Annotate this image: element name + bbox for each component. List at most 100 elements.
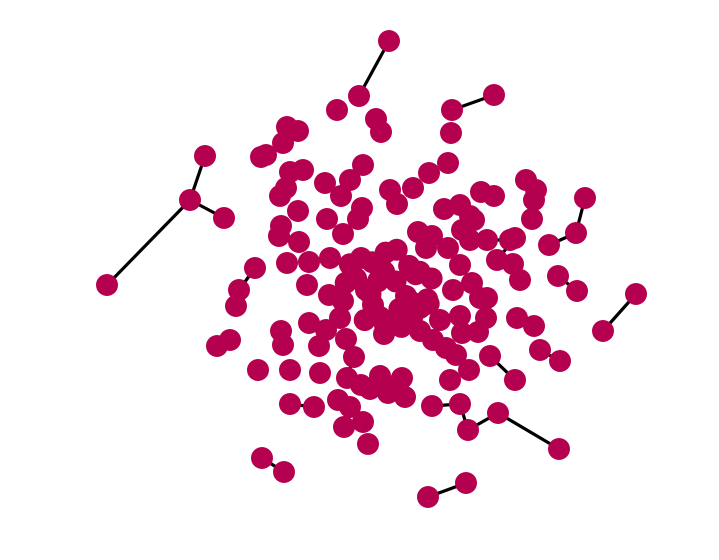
graph-node [499,229,521,251]
graph-node [451,322,473,344]
graph-node [269,185,291,207]
graph-node [357,433,379,455]
graph-node [461,272,483,294]
graph-node [206,335,228,357]
graph-node [441,99,463,121]
graph-node [316,208,338,230]
graph-node [303,396,325,418]
graph-node [486,249,508,271]
graph-node [417,292,440,315]
graph-node [298,312,320,334]
graph-node [279,359,301,381]
graph-node [566,280,588,302]
graph-node [314,172,336,194]
graph-node [439,369,461,391]
graph-node [455,472,477,494]
graph-node [437,237,459,259]
graph-node [479,345,501,367]
graph-node [296,274,318,296]
graph-node [225,295,247,317]
graph-node [319,247,341,269]
graph-node [370,121,392,143]
graph-node [449,254,471,276]
graph-node [244,257,266,279]
graph-node [417,486,439,508]
graph-node [279,393,301,415]
graph-node [487,402,509,424]
graph-node [458,359,480,381]
graph-edge [105,198,192,287]
graph-node [440,122,462,144]
graph-node [402,177,424,199]
graph-node [352,411,374,433]
graph-node [292,159,314,181]
graph-node [384,270,407,293]
graph-node [339,169,361,191]
graph-node [506,307,528,329]
graph-node [421,395,443,417]
graph-node [247,359,269,381]
graph-node [213,207,235,229]
graph-node [332,223,354,245]
graph-node [179,189,201,211]
graph-node [470,181,492,203]
graph-node [442,279,464,301]
graph-node [287,120,309,142]
graph-node [475,307,497,329]
graph-node [347,208,369,230]
graph-node [393,297,416,320]
graph-node [476,229,498,251]
graph-node [251,447,273,469]
graph-node [625,283,647,305]
graph-node [549,350,571,372]
graph-node [445,344,467,366]
graph-node [529,339,551,361]
graph-node [272,132,294,154]
graph-node [394,386,416,408]
graph-node [565,222,587,244]
graph-node [333,416,355,438]
graph-node [521,208,543,230]
graph-node [547,265,569,287]
graph-node [538,234,560,256]
graph-node [368,268,391,290]
graph-node [348,85,370,107]
graph-node [298,251,320,273]
graph-node [483,84,505,106]
graph-node [359,378,381,400]
graph-node [268,225,290,247]
graph-node [330,185,352,207]
graph-node [194,145,216,167]
graph-node [374,241,397,264]
graph-node [373,313,396,336]
graph-node [339,396,361,418]
graph-node [343,346,365,368]
graph-node [308,335,330,357]
graph-node [338,253,361,276]
graph-node [504,369,526,391]
graph-node [377,382,399,404]
graph-node [353,309,376,332]
graph-node [408,260,431,283]
graph-node [407,221,429,243]
graph-node [352,154,374,176]
graph-node [390,315,413,338]
graph-node [574,187,596,209]
graph-node [335,328,357,350]
graph-node [329,307,351,329]
graph-node [272,334,294,356]
graph-node [523,315,545,337]
graph-node [288,231,310,253]
graph-node [386,193,408,215]
graph-node [418,162,440,184]
graph-edge [496,411,561,451]
graph-node [437,152,459,174]
graph-node [525,179,547,201]
graph-node [326,99,348,121]
graph-node [378,30,400,52]
graph-node [276,252,298,274]
graph-node [449,393,471,415]
graph-node [449,194,471,216]
graph-node [476,287,498,309]
